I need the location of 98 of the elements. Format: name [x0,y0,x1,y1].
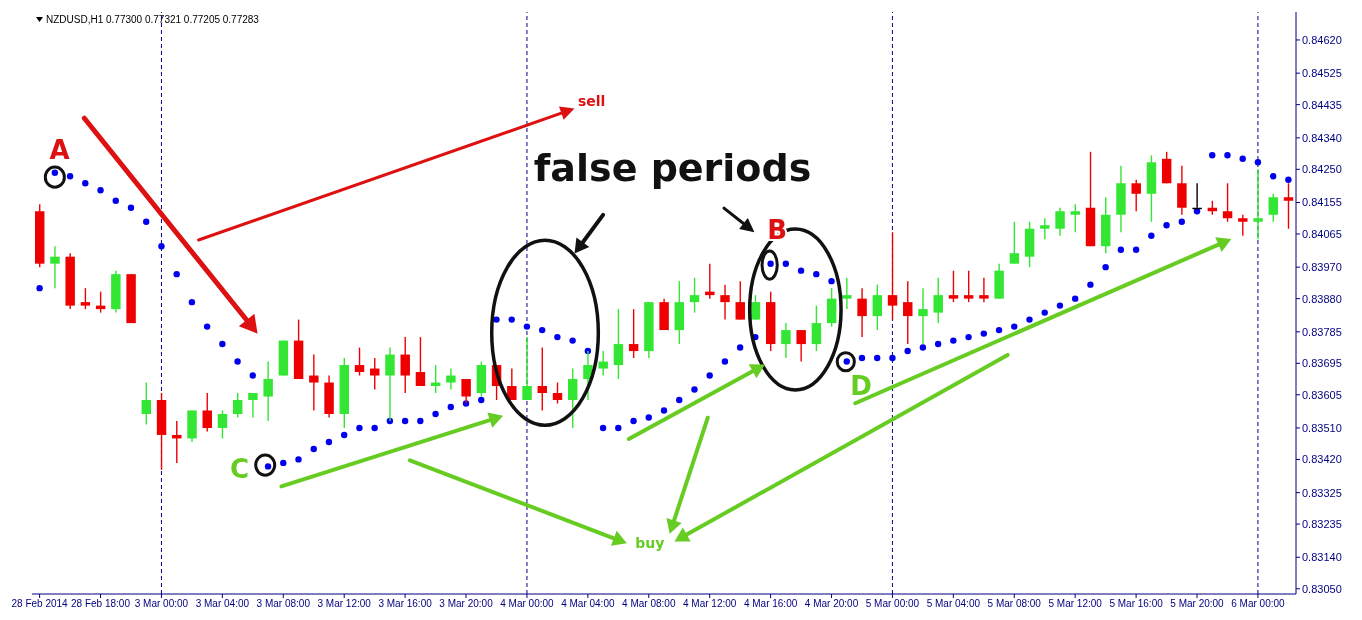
x-tick-label: 5 Mar 08:00 [987,598,1042,610]
y-tick-label: 0.84620 [1302,33,1342,46]
candlestick [1253,168,1263,240]
x-tick-label: 3 Mar 04:00 [195,598,250,610]
x-tick-label: 4 Mar 16:00 [743,598,798,610]
candlestick [735,280,745,321]
candlestick [1238,214,1248,237]
x-tick-label: 3 Mar 00:00 [134,598,189,610]
candlestick [415,336,426,387]
candlestick [811,304,822,352]
y-tick-label: 0.83325 [1302,486,1342,499]
x-tick-label: 4 Mar 00:00 [500,598,555,610]
x-tick-label: 4 Mar 08:00 [622,598,676,610]
candlestick [568,367,578,429]
x-tick-label: 4 Mar 04:00 [561,598,615,610]
candlestick [1040,217,1050,240]
candlestick [1009,221,1020,265]
candlestick [750,294,761,321]
candlestick [1222,182,1233,223]
x-tick-label: 4 Mar 20:00 [804,598,859,610]
candlestick [370,357,380,391]
candlestick [1070,203,1081,233]
candlestick [796,329,806,363]
y-tick-label: 0.83510 [1302,421,1342,434]
candlestick [948,269,959,303]
candlestick [507,367,517,401]
candlestick [80,287,91,310]
candlestick [385,346,395,422]
x-tick-label: 5 Mar 20:00 [1170,598,1225,610]
y-tick-label: 0.83880 [1302,292,1342,305]
annotation: buy [635,535,665,552]
candlestick [232,392,243,419]
y-tick-label: 0.83140 [1302,551,1342,564]
y-tick-label: 0.83050 [1302,582,1342,595]
candlestick [202,392,212,433]
candlestick [887,231,898,321]
y-tick-label: 0.83420 [1302,453,1342,466]
y-tick-label: 0.83605 [1302,388,1342,401]
candlestick [720,283,730,321]
candlestick [903,280,913,345]
y-tick-label: 0.83235 [1302,518,1342,530]
x-tick-label: 3 Mar 12:00 [317,598,372,610]
candlestick [705,262,715,300]
candlestick [872,283,883,331]
candlestick [309,353,319,412]
x-tick-label: 5 Mar 04:00 [926,598,981,610]
candlestick [628,308,639,359]
x-tick-label: 28 Feb 2014 [11,598,69,610]
y-tick-label: 0.84435 [1302,98,1342,111]
x-tick-label: 5 Mar 16:00 [1109,598,1164,610]
y-tick-label: 0.84250 [1302,163,1342,176]
candlestick [446,367,456,391]
y-tick-label: 0.84155 [1302,196,1342,209]
y-tick-label: 0.83785 [1302,325,1342,338]
candlestick [689,276,700,314]
candlestick [842,276,852,310]
candlestick [1055,207,1065,237]
candlestick [354,346,365,377]
candlestick [537,346,547,412]
x-tick-label: 4 Mar 12:00 [683,598,737,610]
x-tick-label: 5 Mar 12:00 [1048,598,1103,610]
candlestick [857,287,867,338]
x-tick-label: 3 Mar 08:00 [256,598,311,610]
candlestick [217,409,228,440]
y-tick-label: 0.83970 [1302,261,1342,274]
x-tick-label: 3 Mar 16:00 [378,598,433,610]
candlestick [263,360,273,422]
chart-title: NZDUSD,H1 0.77300 0.77321 0.77205 0.77283 [46,14,259,25]
candlestick [918,287,928,345]
candlestick [1268,193,1278,223]
candlestick [50,245,60,289]
annotation: false periods [533,146,812,191]
x-tick-label: 3 Mar 20:00 [439,598,494,610]
y-tick-label: 0.84065 [1302,227,1342,240]
candlestick [963,269,974,303]
y-tick-label: 0.84525 [1302,67,1342,80]
candlestick [781,322,791,359]
candlestick [248,392,258,419]
y-tick-label: 0.83695 [1302,357,1342,370]
candlestick [522,336,532,401]
candlestick [613,308,624,380]
candlestick [172,420,182,464]
candlestick [400,336,410,394]
annotation: sell [577,92,606,109]
candlestick [1283,182,1294,230]
x-tick-label: 28 Feb 18:00 [71,598,131,610]
annotation: C [229,453,250,484]
candlestick [979,276,989,303]
x-tick-label: 5 Mar 00:00 [865,598,920,610]
candlestick [598,350,608,377]
candlestick [933,276,943,324]
candlestick [552,381,563,405]
x-tick-label: 6 Mar 00:00 [1231,598,1286,610]
candlestick [141,381,152,426]
y-tick-label: 0.84340 [1302,131,1342,144]
annotation: A [49,135,70,166]
candlestick [1131,179,1141,212]
annotation: D [850,370,872,401]
